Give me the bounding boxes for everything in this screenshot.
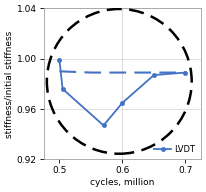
- LVDT: [61, 88, 64, 90]
- X-axis label: cycles, million: cycles, million: [90, 178, 155, 187]
- LVDT: [153, 74, 155, 76]
- Line: LVDT: LVDT: [57, 58, 187, 127]
- Y-axis label: stiffness/initial stiffness: stiffness/initial stiffness: [5, 30, 14, 137]
- Legend: LVDT: LVDT: [153, 143, 197, 155]
- LVDT: [184, 71, 187, 74]
- LVDT: [58, 59, 61, 61]
- LVDT: [121, 102, 124, 104]
- LVDT: [102, 124, 105, 127]
